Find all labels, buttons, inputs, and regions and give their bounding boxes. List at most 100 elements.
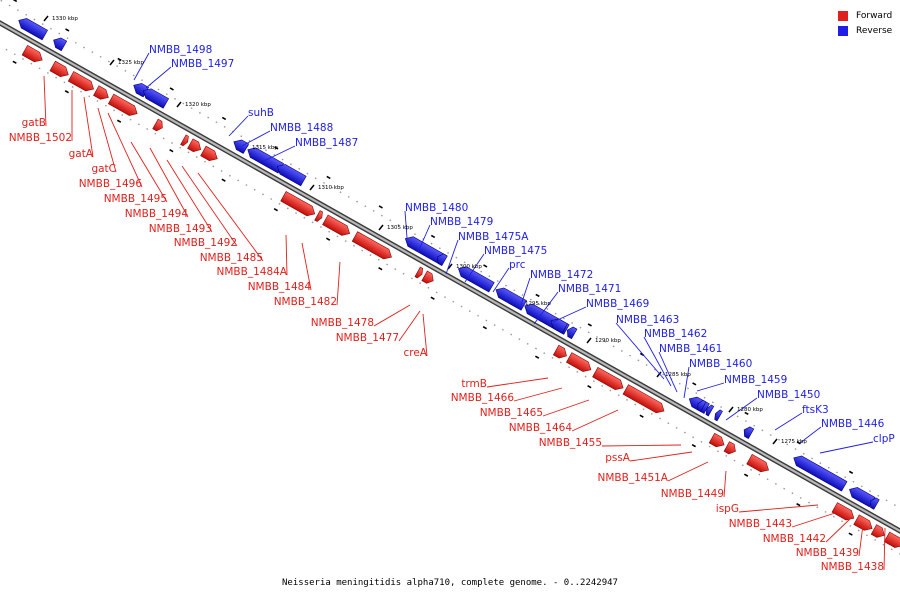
forward-label-nmbb-1485[interactable]: NMBB_1485	[200, 252, 263, 264]
forward-label-nmbb-1493[interactable]: NMBB_1493	[149, 223, 212, 235]
forward-label-nmbb-1492[interactable]: NMBB_1492	[174, 237, 237, 249]
forward-label-gatc[interactable]: gatC	[91, 163, 116, 175]
reverse-label-nmbb-1460[interactable]: NMBB_1460	[689, 358, 752, 370]
reverse-label-nmbb-1475[interactable]: NMBB_1475	[484, 245, 547, 257]
reverse-gene-arrow[interactable]	[548, 316, 568, 334]
forward-label-nmbb-1502[interactable]: NMBB_1502	[9, 132, 72, 144]
forward-gene-arrow[interactable]	[280, 191, 318, 218]
forward-leader	[149, 147, 189, 218]
forward-label-crea[interactable]: creA	[403, 347, 427, 359]
reverse-leader	[404, 210, 408, 239]
reverse-label-nmbb-1461[interactable]: NMBB_1461	[659, 343, 722, 355]
reverse-label-nmbb-1479[interactable]: NMBB_1479	[430, 216, 493, 228]
forward-label-pssa[interactable]: pssA	[605, 452, 631, 464]
forward-label-nmbb-1439[interactable]: NMBB_1439	[796, 547, 859, 559]
reverse-label-ftsk3[interactable]: ftsK3	[802, 404, 829, 416]
reverse-gene-arrow[interactable]	[741, 425, 755, 439]
reverse-label-nmbb-1488[interactable]: NMBB_1488	[270, 122, 333, 134]
reverse-label-nmbb-1480[interactable]: NMBB_1480	[405, 202, 468, 214]
forward-label-nmbb-1495[interactable]: NMBB_1495	[104, 193, 167, 205]
forward-gene-arrow[interactable]	[622, 384, 667, 416]
forward-gene-arrow[interactable]	[314, 210, 325, 223]
reverse-label-nmbb-1469[interactable]: NMBB_1469	[586, 298, 649, 310]
forward-gene-arrow[interactable]	[592, 366, 626, 392]
forward-label-nmbb-1477[interactable]: NMBB_1477	[336, 332, 399, 344]
forward-label-nmbb-1464[interactable]: NMBB_1464	[509, 422, 573, 434]
forward-gene-arrow[interactable]	[421, 270, 436, 285]
forward-label-nmbb-1451a[interactable]: NMBB_1451A	[598, 472, 669, 484]
reverse-label-nmbb-1459[interactable]: NMBB_1459	[724, 374, 787, 386]
reverse-label-nmbb-1450[interactable]: NMBB_1450	[757, 389, 820, 401]
reverse-gene-arrow[interactable]	[16, 16, 48, 41]
forward-gene-arrow[interactable]	[708, 432, 727, 449]
reverse-label-nmbb-1463[interactable]: NMBB_1463	[616, 314, 679, 326]
forward-gene-arrow[interactable]	[200, 145, 220, 163]
reverse-label-nmbb-1497[interactable]: NMBB_1497	[171, 58, 234, 70]
forward-gene-arrow[interactable]	[870, 524, 887, 540]
forward-gene-arrow[interactable]	[21, 44, 45, 64]
reverse-gene-shape	[233, 139, 250, 154]
forward-label-nmbb-1494[interactable]: NMBB_1494	[125, 208, 189, 220]
forward-label-nmbb-1484[interactable]: NMBB_1484	[248, 281, 312, 293]
forward-label-nmbb-1466[interactable]: NMBB_1466	[451, 392, 515, 404]
reverse-label-nmbb-1475a[interactable]: NMBB_1475A	[458, 231, 529, 243]
reverse-gene-arrow[interactable]	[565, 325, 578, 340]
reverse-gene-arrow[interactable]	[868, 496, 880, 510]
scale-label-tick	[728, 406, 734, 413]
forward-label-nmbb-1449[interactable]: NMBB_1449	[661, 488, 724, 500]
forward-gene-arrow[interactable]	[322, 214, 353, 238]
forward-gene-arrow[interactable]	[67, 71, 96, 94]
forward-gene-arrow[interactable]	[566, 352, 593, 375]
reverse-gene-arrow[interactable]	[713, 409, 723, 422]
reverse-gene-arrow[interactable]	[456, 264, 495, 293]
forward-label-gatb[interactable]: gatB	[22, 117, 46, 129]
reverse-label-nmbb-1472[interactable]: NMBB_1472	[530, 269, 593, 281]
reverse-gene-arrow[interactable]	[704, 404, 715, 417]
forward-label-nmbb-1438[interactable]: NMBB_1438	[821, 561, 884, 573]
forward-gene-arrow[interactable]	[152, 118, 165, 133]
reverse-gene-arrow[interactable]	[493, 285, 527, 311]
forward-gene-arrow[interactable]	[107, 93, 140, 118]
forward-label-nmbb-1482[interactable]: NMBB_1482	[274, 296, 337, 308]
forward-gene-arrow[interactable]	[351, 231, 394, 262]
figure-caption: Neisseria meningitidis alpha710, complet…	[282, 578, 618, 588]
forward-label-nmbb-1496[interactable]: NMBB_1496	[79, 178, 143, 190]
reverse-label-prc[interactable]: prc	[509, 259, 526, 271]
forward-gene-arrow[interactable]	[552, 344, 569, 360]
reverse-label-clpp[interactable]: clpP	[873, 433, 895, 445]
forward-label-ispg[interactable]: ispG	[716, 503, 739, 515]
reverse-gene-arrow[interactable]	[695, 399, 707, 412]
forward-label-nmbb-1442[interactable]: NMBB_1442	[763, 533, 826, 545]
forward-label-nmbb-1455[interactable]: NMBB_1455	[539, 437, 602, 449]
forward-gene-arrow[interactable]	[883, 531, 900, 550]
reverse-label-suhb[interactable]: suhB	[248, 107, 274, 119]
forward-gene-arrow[interactable]	[853, 514, 875, 533]
reverse-gene-arrow[interactable]	[435, 252, 448, 266]
forward-gene-arrow[interactable]	[187, 138, 204, 154]
forward-label-gata[interactable]: gatA	[69, 148, 94, 160]
reverse-label-nmbb-1462[interactable]: NMBB_1462	[644, 328, 707, 340]
forward-gene-shape	[314, 210, 323, 222]
forward-label-nmbb-1484a[interactable]: NMBB_1484A	[217, 266, 288, 278]
reverse-gene-arrow[interactable]	[231, 137, 250, 154]
reverse-gene-arrow[interactable]	[275, 162, 307, 187]
reverse-gene-arrow[interactable]	[141, 86, 170, 109]
reverse-gene-arrow[interactable]	[791, 453, 848, 492]
forward-gene-arrow[interactable]	[723, 441, 738, 456]
forward-gene-arrow[interactable]	[746, 453, 772, 474]
forward-label-nmbb-1465[interactable]: NMBB_1465	[480, 407, 543, 419]
reverse-label-nmbb-1487[interactable]: NMBB_1487	[295, 137, 358, 149]
forward-gene-arrow[interactable]	[93, 85, 112, 102]
forward-label-trmb[interactable]: trmB	[461, 378, 487, 390]
scale-label-1295-kbp: 1295 kbp	[525, 301, 551, 307]
reverse-gene-arrow[interactable]	[51, 35, 68, 52]
reverse-label-nmbb-1471[interactable]: NMBB_1471	[558, 283, 621, 295]
forward-gene-arrow[interactable]	[180, 134, 191, 147]
forward-gene-arrow[interactable]	[49, 60, 71, 79]
forward-label-nmbb-1478[interactable]: NMBB_1478	[311, 317, 374, 329]
forward-gene-arrow[interactable]	[414, 266, 425, 279]
reverse-label-nmbb-1446[interactable]: NMBB_1446	[821, 418, 885, 430]
forward-label-nmbb-1443[interactable]: NMBB_1443	[729, 518, 792, 530]
reverse-leader	[615, 322, 665, 380]
reverse-label-nmbb-1498[interactable]: NMBB_1498	[149, 44, 212, 56]
